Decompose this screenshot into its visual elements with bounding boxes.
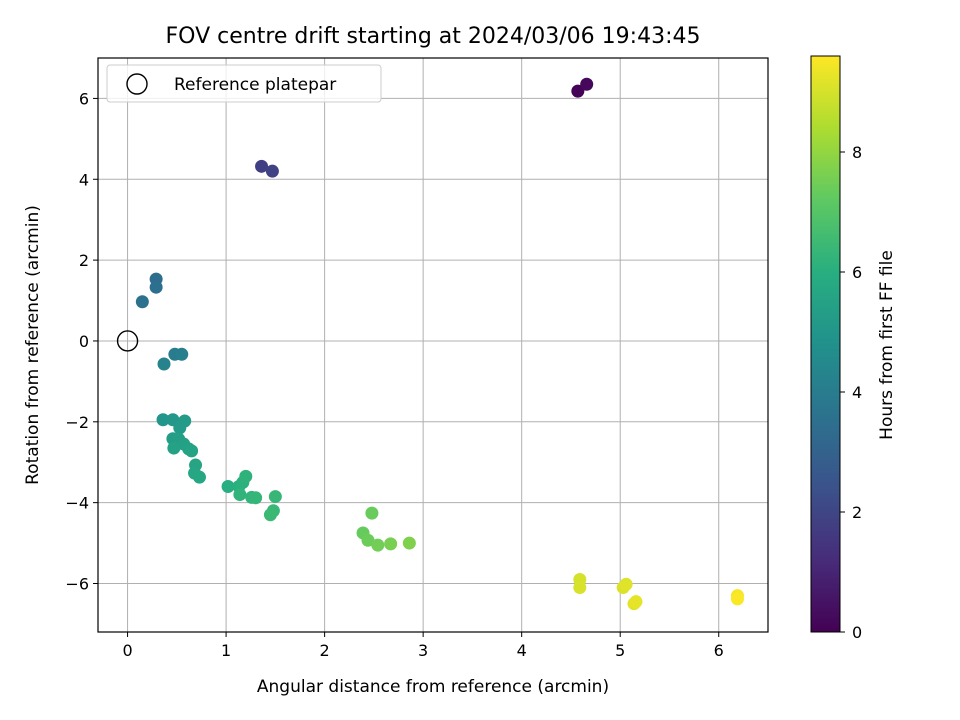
data-point bbox=[361, 533, 375, 547]
x-tick-label: 3 bbox=[418, 641, 428, 660]
data-point bbox=[249, 491, 263, 505]
data-point bbox=[135, 295, 149, 309]
x-axis-ticks: 0 1 2 3 4 5 6 bbox=[122, 632, 724, 660]
data-point bbox=[156, 413, 170, 427]
colorbar-gradient bbox=[810, 55, 841, 633]
data-point bbox=[175, 347, 189, 361]
y-tick-label: −2 bbox=[65, 413, 89, 432]
data-point bbox=[255, 159, 269, 173]
y-tick-label: 4 bbox=[79, 170, 89, 189]
data-point bbox=[173, 421, 187, 435]
colorbar-tick-label: 2 bbox=[852, 503, 862, 522]
data-point bbox=[384, 537, 398, 551]
data-point bbox=[573, 581, 587, 595]
data-point bbox=[619, 577, 633, 591]
y-tick-label: 2 bbox=[79, 251, 89, 270]
data-point bbox=[239, 469, 253, 483]
legend-label: Reference platepar bbox=[174, 75, 336, 95]
data-point bbox=[263, 508, 277, 522]
data-point bbox=[192, 470, 206, 484]
data-point bbox=[185, 444, 199, 458]
y-tick-label: −6 bbox=[65, 574, 89, 593]
x-tick-label: 5 bbox=[615, 641, 625, 660]
legend-reference-marker bbox=[126, 73, 148, 95]
data-points bbox=[116, 77, 744, 611]
data-point bbox=[221, 479, 235, 493]
y-axis-label: Rotation from reference (arcmin) bbox=[23, 205, 43, 485]
colorbar-tick-label: 8 bbox=[852, 143, 862, 162]
chart-title: FOV centre drift starting at 2024/03/06 … bbox=[166, 24, 701, 49]
reference-point-marker bbox=[116, 330, 139, 352]
legend: Reference platepar bbox=[106, 64, 382, 103]
y-tick-label: −4 bbox=[65, 494, 89, 513]
data-point bbox=[629, 595, 643, 609]
grid-lines bbox=[98, 58, 768, 632]
data-point bbox=[371, 538, 385, 552]
y-tick-label: 6 bbox=[79, 89, 89, 108]
colorbar-tick-label: 6 bbox=[852, 263, 862, 282]
data-point bbox=[167, 441, 181, 455]
data-point bbox=[157, 357, 171, 371]
colorbar: 0 2 4 6 8 Hours from first FF file bbox=[810, 55, 897, 642]
x-tick-label: 0 bbox=[122, 641, 132, 660]
plot-frame bbox=[97, 57, 769, 633]
x-tick-label: 2 bbox=[320, 641, 330, 660]
y-axis-ticks: −6 −4 −2 0 2 4 6 bbox=[65, 89, 98, 593]
data-point bbox=[233, 488, 247, 502]
data-point bbox=[730, 592, 744, 606]
x-tick-label: 6 bbox=[714, 641, 724, 660]
legend-box bbox=[106, 64, 382, 103]
colorbar-tick-label: 0 bbox=[852, 623, 862, 642]
x-tick-label: 1 bbox=[221, 641, 231, 660]
data-point bbox=[149, 280, 163, 294]
y-tick-label: 0 bbox=[79, 332, 89, 351]
data-point bbox=[580, 77, 594, 91]
x-axis-label: Angular distance from reference (arcmin) bbox=[257, 677, 609, 697]
data-point bbox=[268, 490, 282, 504]
data-point bbox=[571, 84, 585, 98]
x-tick-label: 4 bbox=[517, 641, 527, 660]
colorbar-ticks: 0 2 4 6 8 bbox=[840, 143, 862, 642]
colorbar-tick-label: 4 bbox=[852, 383, 862, 402]
data-point bbox=[402, 536, 416, 550]
data-point bbox=[365, 506, 379, 520]
colorbar-label: Hours from first FF file bbox=[877, 250, 897, 440]
data-point bbox=[265, 164, 279, 178]
